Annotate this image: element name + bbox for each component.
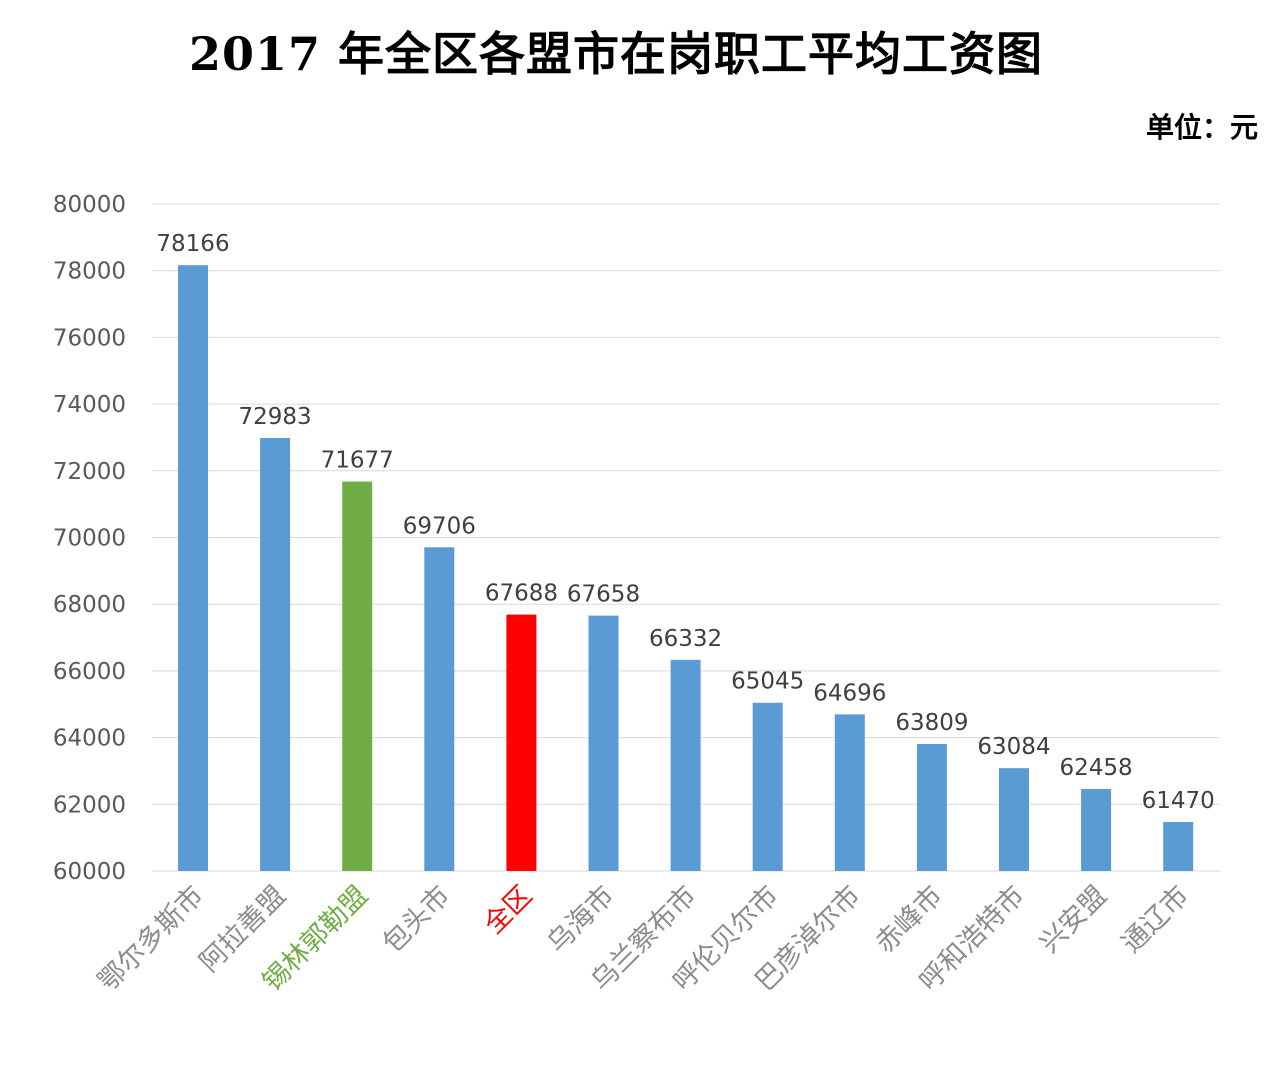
bars: [178, 265, 1194, 871]
y-tick-label: 80000: [53, 192, 126, 218]
bar-5: [506, 614, 537, 871]
y-tick-label: 74000: [53, 392, 126, 418]
y-tick-label: 64000: [53, 726, 126, 752]
data-label: 62458: [1060, 755, 1133, 781]
data-labels: 78166 72983 71677 69706 67688 67658 66332 65045…: [156, 231, 1214, 814]
y-tick-label: 60000: [53, 859, 126, 885]
category-label: 通辽市: [1116, 880, 1195, 959]
data-label: 61470: [1142, 788, 1215, 814]
bar-11: [999, 768, 1029, 871]
data-label: 69706: [403, 513, 476, 539]
data-label: 64696: [813, 680, 886, 706]
bar-8: [752, 702, 783, 871]
bar-1: [178, 265, 208, 871]
y-axis-ticks: 60000 62000 64000 66000 68000 70000 72000 74000…: [53, 192, 126, 885]
category-label: 包头市: [377, 880, 456, 959]
bar-12: [1081, 789, 1112, 871]
bar-3: [342, 481, 373, 871]
y-tick-label: 68000: [53, 592, 126, 618]
data-label: 78166: [156, 231, 229, 257]
data-label: 71677: [321, 448, 394, 474]
unit-label: 单位：元: [1145, 111, 1258, 144]
data-label: 67688: [485, 581, 558, 607]
category-label: 乌海市: [541, 880, 620, 959]
y-tick-label: 66000: [53, 659, 126, 685]
category-label: 兴安盟: [1034, 880, 1113, 959]
y-tick-label: 72000: [53, 459, 126, 485]
bar-2: [260, 438, 291, 871]
y-tick-label: 62000: [53, 792, 126, 818]
bar-4: [424, 547, 455, 871]
data-label: 63809: [895, 710, 968, 736]
data-label: 65045: [731, 669, 804, 695]
bar-6: [588, 615, 619, 871]
category-label: 全区: [478, 880, 538, 940]
data-label: 72983: [239, 404, 312, 430]
chart-title: 2017 年全区各盟市在岗职工平均工资图: [188, 27, 1044, 81]
data-label: 66332: [649, 626, 722, 652]
category-label: 赤峰市: [870, 880, 949, 959]
data-label: 67658: [567, 582, 640, 608]
gridlines: [152, 203, 1220, 872]
bar-9: [834, 714, 865, 871]
y-tick-label: 78000: [53, 259, 126, 285]
bar-10: [916, 743, 947, 871]
y-tick-label: 76000: [53, 325, 126, 351]
y-tick-label: 70000: [53, 526, 126, 552]
category-label: 鄂尔多斯市: [93, 880, 210, 997]
bar-13: [1163, 821, 1194, 871]
data-label: 63084: [977, 734, 1050, 760]
bar-7: [670, 659, 701, 871]
